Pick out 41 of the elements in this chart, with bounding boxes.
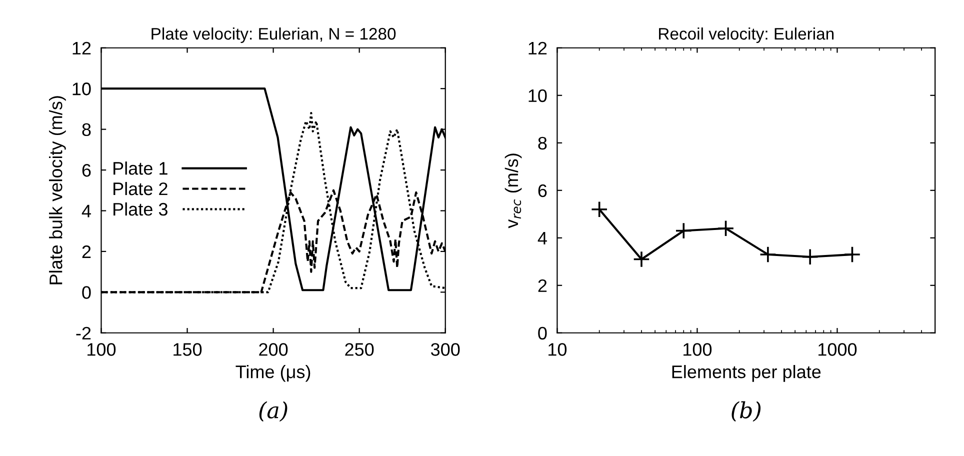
- x-axis-title: Elements per plate: [672, 364, 821, 382]
- y-tick-label: 12: [528, 42, 547, 54]
- y-tick-label: 2: [538, 279, 547, 292]
- x-tick-label: 250: [345, 343, 374, 356]
- y-tick-label: 12: [72, 42, 91, 54]
- y-tick-label: 8: [538, 136, 547, 150]
- point: [802, 248, 819, 266]
- point: [759, 246, 776, 264]
- legend-label: Plate 1: [114, 162, 168, 175]
- chart-title: Plate velocity: Eulerian, N = 1280: [152, 27, 396, 44]
- x-tick-label: 1000: [818, 343, 857, 356]
- legend-label: Plate 3: [114, 202, 168, 216]
- y-tick-label: -2: [76, 326, 91, 340]
- point: [632, 250, 650, 268]
- y-tick-label: 10: [72, 82, 91, 96]
- y-tick-label: 10: [528, 89, 547, 102]
- y-tick-label: 4: [538, 232, 547, 244]
- point: [675, 222, 692, 240]
- point: [717, 220, 734, 237]
- y-tick-label: 4: [82, 204, 91, 218]
- y-tick-label: 6: [538, 184, 547, 198]
- text: (b): [732, 401, 761, 422]
- y-axis-title: Plate bulk velocity (m/s): [49, 96, 66, 284]
- x-tick-label: 100: [684, 343, 712, 356]
- point: [844, 246, 861, 264]
- chart-title: Recoil velocity: Eulerian: [659, 27, 834, 44]
- x-tick-label: 100: [88, 343, 116, 356]
- text: (a): [259, 401, 288, 422]
- x-tick-label: 150: [174, 343, 202, 356]
- y-tick-label: 2: [82, 245, 91, 258]
- y-tick-label: 6: [82, 164, 91, 177]
- x-tick-label: 300: [430, 343, 460, 356]
- legend-label: Plate 2: [114, 182, 168, 196]
- y-axis-title: v$_{rec}$ (m/s): [504, 154, 522, 228]
- x-tick-label: 10: [548, 343, 567, 356]
- y-tick-label: 0: [538, 326, 547, 340]
- y-tick-label: 8: [82, 123, 91, 136]
- y-tick-label: 0: [82, 286, 91, 299]
- x-axis-title: Time (μs): [236, 364, 310, 382]
- point: [590, 200, 608, 218]
- x-tick-label: 200: [259, 343, 288, 356]
